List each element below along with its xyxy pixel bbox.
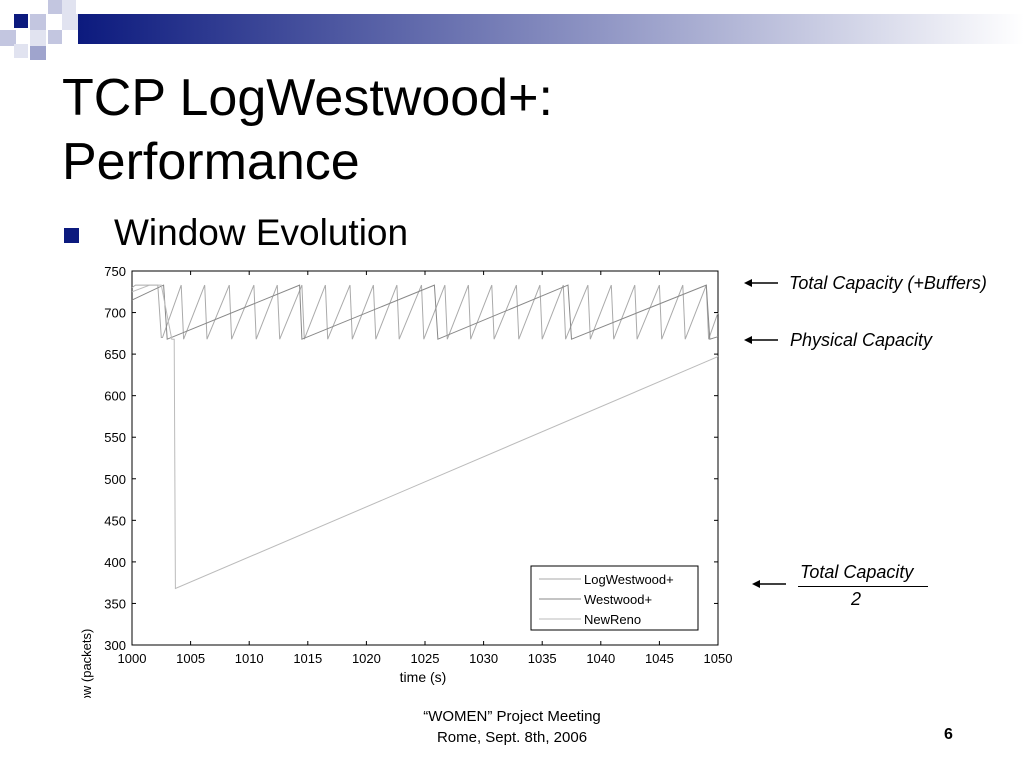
series-line-westwood- [131,284,719,340]
slide-number: 6 [944,726,953,743]
plot-series [131,284,719,590]
x-tick-label: 1050 [704,651,733,666]
annotation-total-capacity-half-denominator: 2 [851,589,862,609]
square-bullet-icon [64,228,79,243]
x-tick-label: 1000 [118,651,147,666]
bullet-text: Window Evolution [114,212,409,253]
slide-title-line2: Performance [62,133,360,191]
x-axis-label: time (s) [400,669,447,685]
x-tick-label: 1015 [293,651,322,666]
y-tick-label: 750 [104,264,126,279]
x-tick-label: 1040 [586,651,615,666]
y-tick-label: 650 [104,347,126,362]
y-tick-label: 450 [104,513,126,528]
footer-line2: Rome, Sept. 8th, 2006 [436,729,588,746]
annotation-physical-capacity: Physical Capacity [790,330,933,350]
y-tick-label: 550 [104,430,126,445]
x-tick-label: 1035 [528,651,557,666]
slide-title: TCP LogWestwood+: Performance [62,66,762,194]
y-axis-label: Congestion Window (packets) [79,629,94,698]
fraction-bar [798,586,928,587]
congestion-window-chart: 1000 1005 1010 1015 1020 1025 1030 1035 1040 1045… [79,264,732,698]
arrow-icon-half-capacity [752,580,786,588]
y-tick-label: 300 [104,638,126,653]
y-tick-label: 600 [104,389,126,404]
annotation-total-capacity-half-numerator: Total Capacity [800,562,914,582]
header-decoration [0,0,1024,60]
y-tick-label: 350 [104,596,126,611]
legend-label: Westwood+ [584,592,652,607]
arrow-icon-physical [744,336,778,344]
footer: “WOMEN” Project Meeting Rome, Sept. 8th,… [362,706,662,748]
x-tick-label: 1030 [469,651,498,666]
arrow-icon-total-buffers [744,279,778,287]
y-tick-label: 400 [104,555,126,570]
chart-legend: LogWestwood+ Westwood+ NewReno [530,565,699,631]
axis-ticks: 1000 1005 1010 1015 1020 1025 1030 1035 1040 1045… [104,264,732,666]
series-line-newreno [131,284,719,590]
x-tick-label: 1005 [176,651,205,666]
slide-title-line1: TCP LogWestwood+: [62,69,553,127]
y-tick-label: 700 [104,306,126,321]
x-tick-label: 1010 [235,651,264,666]
x-tick-label: 1025 [411,651,440,666]
annotation-arrows [744,279,778,344]
y-tick-label: 500 [104,472,126,487]
annotation-total-capacity-buffers: Total Capacity (+Buffers) [789,273,987,293]
legend-label: LogWestwood+ [584,572,674,587]
legend-label: NewReno [584,612,641,627]
footer-line1: “WOMEN” Project Meeting [423,708,601,725]
x-tick-label: 1020 [352,651,381,666]
x-tick-label: 1045 [645,651,674,666]
series-line-logwestwood- [131,284,719,340]
